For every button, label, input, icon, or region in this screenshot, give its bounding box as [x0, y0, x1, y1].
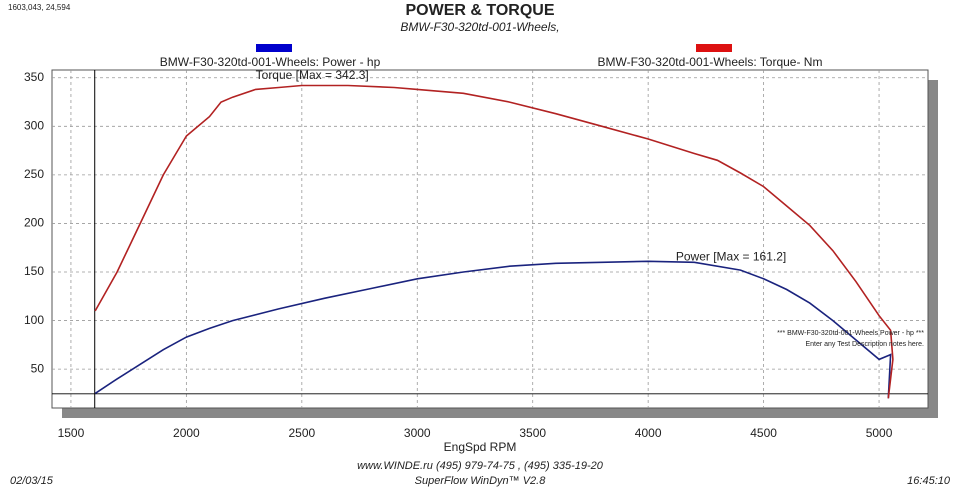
- plot-area: [51, 69, 929, 409]
- x-tick-label: 3500: [519, 426, 546, 440]
- x-tick-label: 1500: [58, 426, 85, 440]
- legend-label: BMW-F30-320td-001-Wheels: Torque- Nm: [598, 55, 823, 69]
- footer-site: www.WINDE.ru (495) 979-74-75 , (495) 335…: [357, 460, 604, 472]
- x-axis-label: EngSpd RPM: [444, 440, 517, 454]
- annotation: Torque [Max = 342.3]: [256, 68, 369, 82]
- x-tick-label: 2000: [173, 426, 200, 440]
- chart-subtitle: BMW-F30-320td-001-Wheels,: [400, 20, 559, 34]
- chart-title: POWER & TORQUE: [405, 2, 554, 19]
- footer-software: SuperFlow WinDyn™ V2.8: [415, 475, 547, 487]
- x-tick-label: 4000: [635, 426, 662, 440]
- x-tick-label: 5000: [866, 426, 893, 440]
- y-tick-label: 350: [24, 70, 44, 84]
- x-tick-label: 2500: [288, 426, 315, 440]
- legend-swatch: [696, 44, 732, 52]
- series-line: [94, 260, 892, 399]
- footer-date: 02/03/15: [10, 475, 54, 487]
- footer-time: 16:45:10: [907, 475, 951, 487]
- y-tick-label: 200: [24, 216, 44, 230]
- cursor-label: 1603,043, 24,594: [8, 3, 71, 12]
- legend-label: BMW-F30-320td-001-Wheels: Power - hp: [160, 55, 381, 69]
- y-tick-label: 250: [24, 167, 44, 181]
- annotation: Power [Max = 161.2]: [676, 250, 786, 264]
- legend-swatch: [256, 44, 292, 52]
- note: Enter any Test Description notes here.: [805, 341, 924, 348]
- x-tick-label: 3000: [404, 426, 431, 440]
- y-tick-label: 50: [31, 361, 45, 375]
- y-tick-label: 150: [24, 264, 44, 278]
- y-tick-label: 100: [24, 313, 44, 327]
- note: *** BMW-F30-320td-001-Wheels Power - hp …: [777, 330, 924, 337]
- y-tick-label: 300: [24, 119, 44, 133]
- series-line: [94, 84, 894, 399]
- x-tick-label: 4500: [750, 426, 777, 440]
